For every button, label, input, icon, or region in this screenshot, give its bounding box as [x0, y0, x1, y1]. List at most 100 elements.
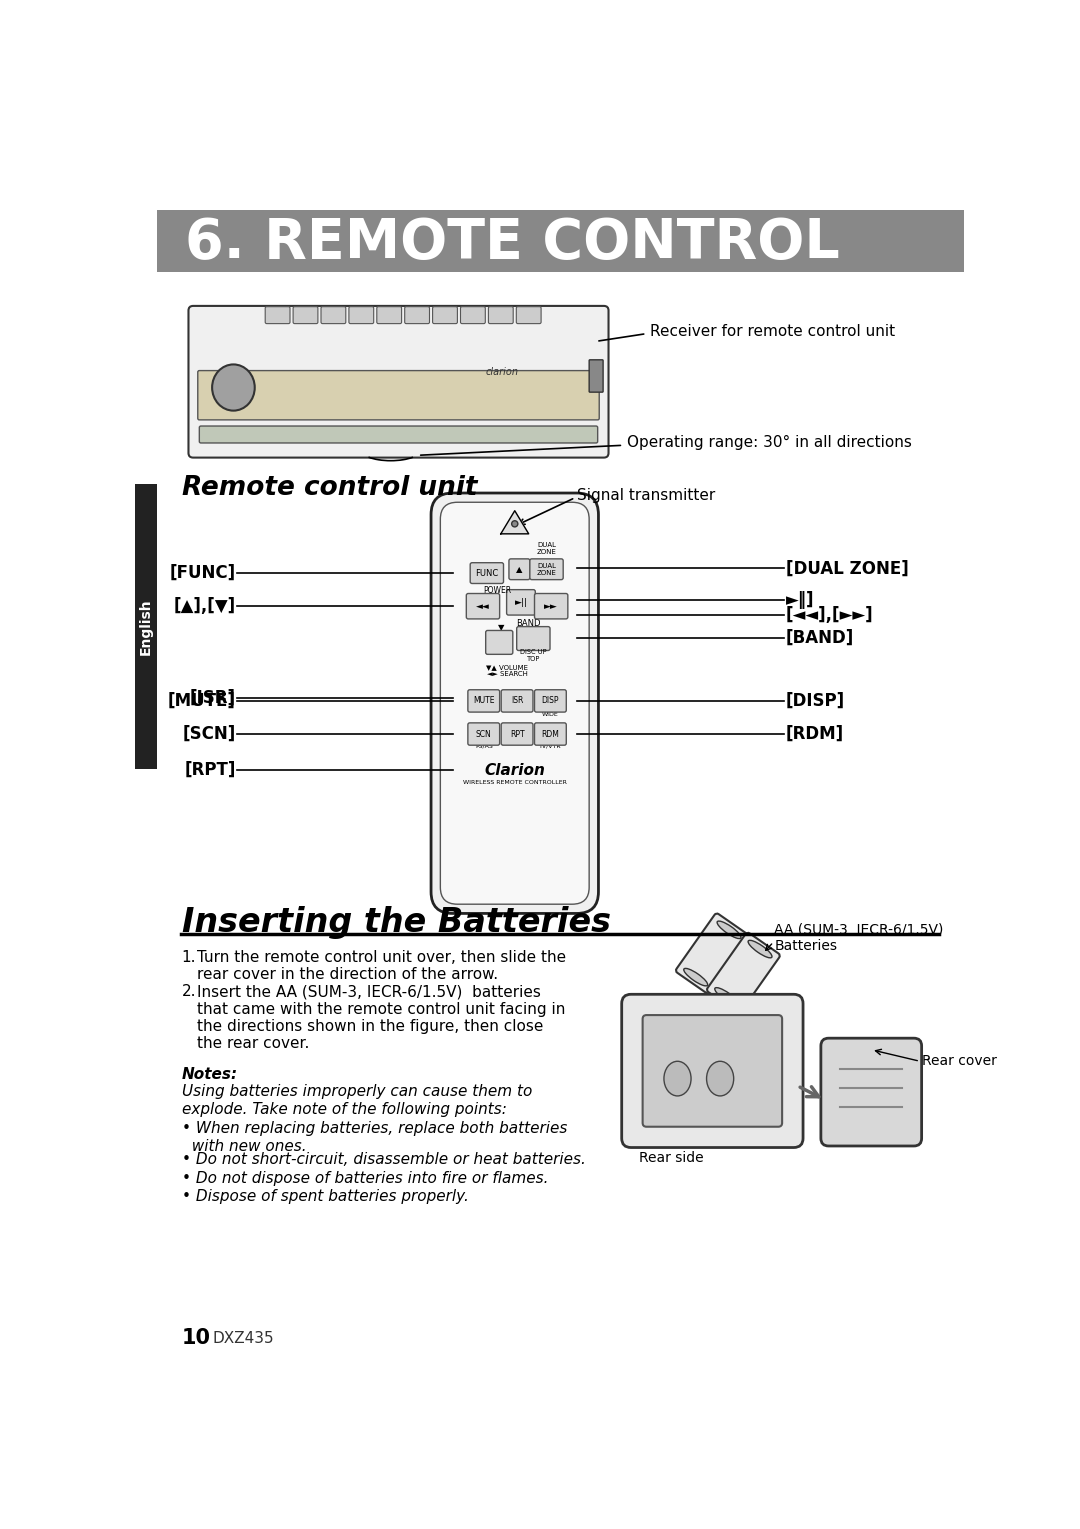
Ellipse shape — [684, 968, 707, 986]
Text: 6. REMOTE CONTROL: 6. REMOTE CONTROL — [186, 216, 840, 269]
FancyBboxPatch shape — [441, 502, 590, 904]
Text: ▼: ▼ — [498, 624, 504, 633]
Text: MUTE: MUTE — [473, 696, 495, 705]
Text: Notes:: Notes: — [181, 1067, 238, 1083]
Text: TV/VTR: TV/VTR — [539, 743, 562, 749]
FancyBboxPatch shape — [488, 307, 513, 324]
Text: FUNC: FUNC — [475, 569, 499, 578]
Text: Inserting the Batteries: Inserting the Batteries — [181, 907, 610, 939]
Text: WIDE: WIDE — [542, 711, 558, 717]
FancyBboxPatch shape — [293, 307, 318, 324]
FancyBboxPatch shape — [516, 627, 550, 650]
Ellipse shape — [706, 1061, 733, 1096]
FancyBboxPatch shape — [189, 306, 608, 457]
Text: • Do not short-circuit, disassemble or heat batteries.: • Do not short-circuit, disassemble or h… — [181, 1153, 585, 1167]
Text: [DUAL ZONE]: [DUAL ZONE] — [786, 560, 908, 578]
Text: Operating range: 30° in all directions: Operating range: 30° in all directions — [627, 436, 912, 451]
Text: Turn the remote control unit over, then slide the
rear cover in the direction of: Turn the remote control unit over, then … — [197, 950, 566, 982]
Text: [ISR]: [ISR] — [190, 690, 235, 706]
Text: [▲],[▼]: [▲],[▼] — [174, 598, 235, 615]
Ellipse shape — [715, 988, 739, 1005]
Text: 2.: 2. — [181, 985, 195, 1000]
Text: Clarion: Clarion — [484, 763, 545, 778]
FancyBboxPatch shape — [707, 933, 780, 1012]
FancyBboxPatch shape — [535, 593, 568, 619]
Text: DISP: DISP — [542, 696, 559, 705]
Text: PS/AS: PS/AS — [475, 743, 492, 749]
FancyBboxPatch shape — [200, 427, 597, 443]
FancyBboxPatch shape — [516, 307, 541, 324]
FancyBboxPatch shape — [266, 307, 291, 324]
Text: clarion: clarion — [486, 367, 518, 378]
Text: ►‖]: ►‖] — [786, 592, 814, 609]
FancyBboxPatch shape — [321, 307, 346, 324]
Text: RDM: RDM — [541, 729, 559, 739]
FancyBboxPatch shape — [535, 690, 566, 713]
Text: [DISP]: [DISP] — [786, 693, 846, 709]
Text: Receiver for remote control unit: Receiver for remote control unit — [650, 324, 895, 339]
FancyBboxPatch shape — [349, 307, 374, 324]
FancyBboxPatch shape — [507, 590, 536, 615]
FancyBboxPatch shape — [622, 994, 804, 1148]
Text: Rear side: Rear side — [638, 1150, 703, 1165]
FancyBboxPatch shape — [486, 630, 513, 654]
FancyBboxPatch shape — [590, 359, 603, 391]
Text: Rear cover: Rear cover — [921, 1055, 997, 1069]
Text: ▼▲ VOLUME
◄► SEARCH: ▼▲ VOLUME ◄► SEARCH — [486, 665, 528, 677]
Bar — [135, 483, 157, 769]
Text: Insert the AA (SUM-3, IECR-6/1.5V)  batteries
that came with the remote control : Insert the AA (SUM-3, IECR-6/1.5V) batte… — [197, 985, 565, 1052]
Text: ISR: ISR — [511, 696, 524, 705]
Text: DISC UP
TOP: DISC UP TOP — [521, 648, 546, 662]
Text: Using batteries improperly can cause them to
explode. Take note of the following: Using batteries improperly can cause the… — [181, 1084, 531, 1116]
FancyBboxPatch shape — [377, 307, 402, 324]
FancyBboxPatch shape — [431, 492, 598, 913]
Text: • Do not dispose of batteries into fire or flames.: • Do not dispose of batteries into fire … — [181, 1171, 548, 1185]
Text: RPT: RPT — [510, 729, 525, 739]
Text: ▲: ▲ — [516, 564, 523, 573]
Ellipse shape — [664, 1061, 691, 1096]
Text: • Dispose of spent batteries properly.: • Dispose of spent batteries properly. — [181, 1190, 469, 1205]
Ellipse shape — [512, 521, 517, 528]
FancyBboxPatch shape — [460, 307, 485, 324]
FancyBboxPatch shape — [501, 690, 532, 713]
FancyBboxPatch shape — [509, 560, 530, 579]
FancyBboxPatch shape — [676, 913, 748, 994]
FancyBboxPatch shape — [470, 563, 503, 584]
Text: 10: 10 — [181, 1329, 211, 1349]
Text: Remote control unit: Remote control unit — [181, 474, 477, 500]
FancyBboxPatch shape — [467, 593, 500, 619]
Text: POWER: POWER — [484, 586, 512, 595]
Text: DXZ435: DXZ435 — [213, 1330, 274, 1346]
FancyBboxPatch shape — [501, 723, 532, 745]
Text: • When replacing batteries, replace both batteries
  with new ones.: • When replacing batteries, replace both… — [181, 1121, 567, 1154]
Text: [MUTE]: [MUTE] — [167, 693, 235, 709]
Text: ►►: ►► — [544, 602, 558, 610]
Text: Signal transmitter: Signal transmitter — [577, 488, 715, 503]
Text: DUAL
ZONE: DUAL ZONE — [537, 563, 556, 576]
FancyBboxPatch shape — [468, 690, 500, 713]
Text: English: English — [139, 598, 153, 654]
FancyBboxPatch shape — [468, 723, 500, 745]
Text: WIRELESS REMOTE CONTROLLER: WIRELESS REMOTE CONTROLLER — [463, 780, 567, 784]
Ellipse shape — [748, 940, 772, 957]
Ellipse shape — [717, 920, 741, 939]
Text: [◄◄],[►►]: [◄◄],[►►] — [786, 605, 874, 624]
Text: ◄◄: ◄◄ — [476, 602, 490, 610]
Text: [SCN]: [SCN] — [183, 725, 235, 743]
Text: DUAL
ZONE: DUAL ZONE — [537, 543, 556, 555]
Text: [FUNC]: [FUNC] — [170, 564, 235, 583]
FancyBboxPatch shape — [405, 307, 430, 324]
Text: BAND: BAND — [516, 619, 541, 628]
Text: [BAND]: [BAND] — [786, 628, 854, 647]
Text: SCN: SCN — [476, 729, 491, 739]
Text: [RDM]: [RDM] — [786, 725, 845, 743]
Text: 1.: 1. — [181, 950, 195, 965]
FancyBboxPatch shape — [821, 1038, 921, 1145]
Text: ►||: ►|| — [514, 598, 527, 607]
FancyBboxPatch shape — [530, 560, 563, 579]
FancyBboxPatch shape — [198, 370, 599, 420]
FancyBboxPatch shape — [535, 723, 566, 745]
Text: [RPT]: [RPT] — [185, 761, 235, 780]
Bar — [157, 211, 964, 272]
FancyBboxPatch shape — [433, 307, 458, 324]
